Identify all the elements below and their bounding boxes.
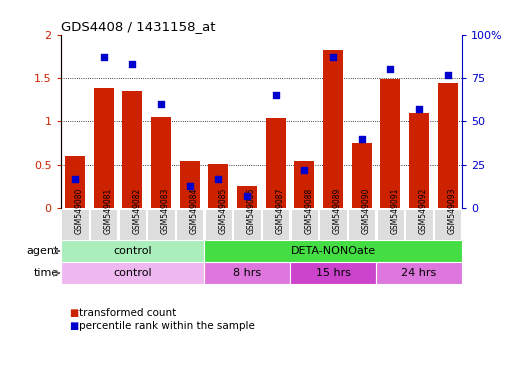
Bar [380,79,400,209]
FancyBboxPatch shape [262,209,289,240]
Text: control: control [113,268,152,278]
FancyBboxPatch shape [205,209,232,240]
Point [444,71,452,78]
Bar [151,117,171,209]
Bar [93,88,114,209]
Point [329,54,337,60]
Point [185,183,194,189]
Text: GSM549081: GSM549081 [103,188,112,234]
Bar [122,91,143,209]
Point [386,66,394,73]
FancyBboxPatch shape [176,209,203,240]
FancyBboxPatch shape [290,209,318,240]
FancyBboxPatch shape [233,209,261,240]
Text: GDS4408 / 1431158_at: GDS4408 / 1431158_at [61,20,215,33]
Text: GSM549091: GSM549091 [390,188,399,234]
Bar [204,263,290,284]
Text: percentile rank within the sample: percentile rank within the sample [79,321,255,331]
FancyBboxPatch shape [147,209,175,240]
FancyBboxPatch shape [406,209,433,240]
Text: GSM549088: GSM549088 [304,188,313,234]
Point [357,136,366,142]
Point [243,193,251,199]
FancyBboxPatch shape [119,209,146,240]
FancyBboxPatch shape [90,209,117,240]
Bar [180,161,200,209]
Point [157,101,165,107]
Text: GSM549090: GSM549090 [362,188,371,234]
FancyBboxPatch shape [61,209,89,240]
Text: time: time [34,268,59,278]
FancyBboxPatch shape [434,209,461,240]
Point [99,54,108,60]
Bar [376,263,462,284]
Bar [323,50,343,209]
Text: GSM549089: GSM549089 [333,188,342,234]
Text: control: control [113,246,152,256]
Text: ■: ■ [69,321,78,331]
Text: GSM549087: GSM549087 [276,188,285,234]
Point [71,176,79,182]
Bar [290,263,376,284]
Text: GSM549084: GSM549084 [190,188,199,234]
Bar [266,118,286,209]
Bar [237,186,257,209]
Bar [352,143,372,209]
Bar [61,263,204,284]
FancyBboxPatch shape [319,209,347,240]
Text: agent: agent [26,246,59,256]
Bar [438,83,458,209]
Text: ■: ■ [69,308,78,318]
Text: DETA-NONOate: DETA-NONOate [290,246,375,256]
Bar [61,240,204,262]
Text: GSM549083: GSM549083 [161,188,170,234]
Text: 24 hrs: 24 hrs [401,268,437,278]
FancyBboxPatch shape [376,209,404,240]
Text: 8 hrs: 8 hrs [233,268,261,278]
Text: GSM549082: GSM549082 [133,188,142,234]
Text: GSM549092: GSM549092 [419,188,428,234]
Bar [65,156,85,209]
Text: transformed count: transformed count [79,308,176,318]
FancyBboxPatch shape [348,209,375,240]
Bar [409,113,429,209]
Bar [209,164,229,209]
Point [214,176,223,182]
Text: GSM549080: GSM549080 [75,188,84,234]
Bar [204,240,462,262]
Text: GSM549093: GSM549093 [448,188,457,234]
Point [300,167,308,173]
Text: 15 hrs: 15 hrs [316,268,351,278]
Point [415,106,423,113]
Bar [294,161,314,209]
Text: GSM549085: GSM549085 [219,188,228,234]
Point [128,61,137,67]
Point [271,92,280,98]
Text: GSM549086: GSM549086 [247,188,256,234]
